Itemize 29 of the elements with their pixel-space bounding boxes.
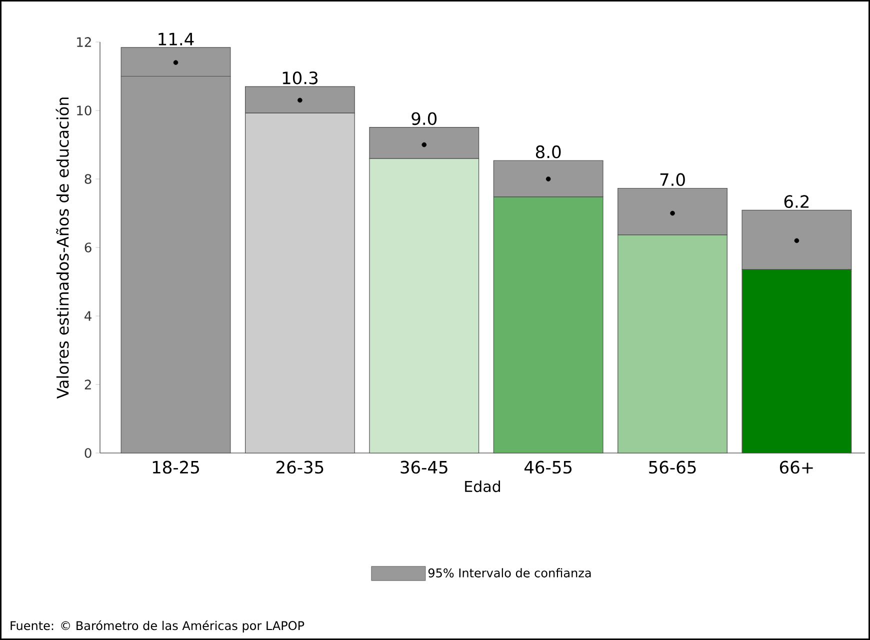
y-tick-label: 2 — [84, 380, 91, 390]
x-axis-title: Edad — [465, 480, 500, 492]
y-tick-label: 12 — [77, 37, 91, 47]
legend-label: 95% Intervalo de confianza — [428, 568, 591, 578]
point — [546, 176, 551, 182]
x-tick-label: 36-45 — [400, 460, 448, 474]
data-label: 7.0 — [660, 173, 685, 186]
y-tick-label: 10 — [77, 106, 92, 116]
data-label: 10.3 — [282, 71, 318, 84]
y-axis-title: Valores estimados-Años de educación — [56, 98, 69, 399]
data-label: 6.2 — [784, 195, 809, 208]
data-label: 11.4 — [158, 32, 194, 46]
y-tick-label: 8 — [84, 174, 92, 184]
point — [670, 210, 675, 216]
x-tick-label: 66+ — [780, 460, 813, 474]
data-label: 8.0 — [536, 145, 561, 158]
source-note: Fuente: © Barómetro de las Américas por LAPOP — [10, 620, 304, 632]
x-tick-label: 46-55 — [524, 460, 572, 474]
x-tick-label: 18-25 — [152, 460, 199, 474]
x-tick-label: 56-65 — [649, 460, 696, 474]
point — [422, 142, 427, 148]
point — [794, 238, 800, 244]
y-tick-label: 4 — [84, 311, 92, 321]
x-tick-label: 26-35 — [276, 460, 324, 474]
y-tick-label: 0 — [84, 448, 92, 458]
y-tick-label: 6 — [84, 242, 92, 252]
point — [298, 98, 302, 103]
point — [173, 60, 178, 65]
data-label: 9.0 — [412, 112, 437, 126]
